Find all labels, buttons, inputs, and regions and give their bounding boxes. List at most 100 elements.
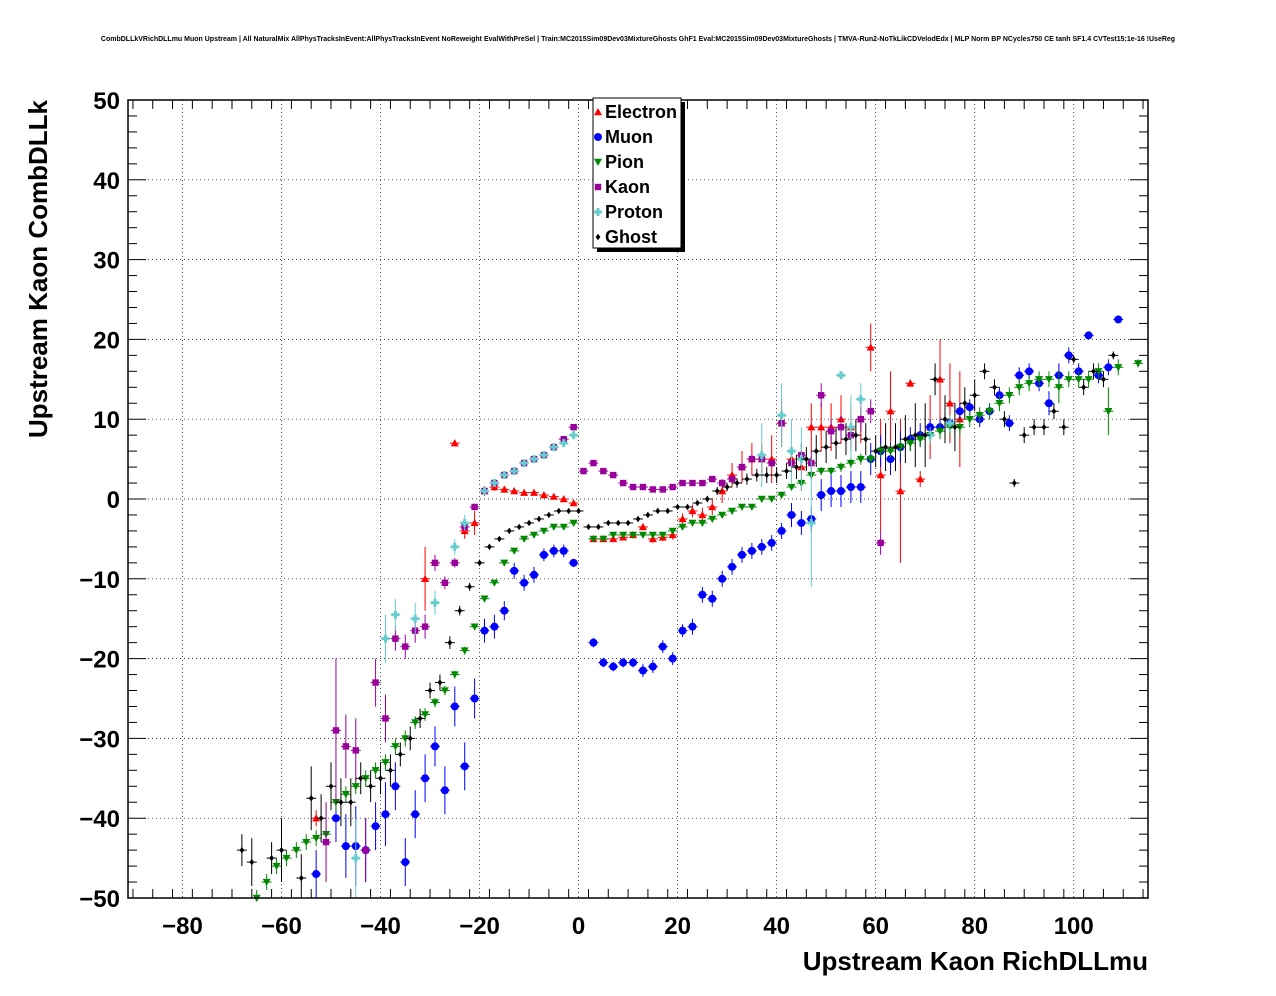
data-point bbox=[675, 503, 681, 511]
data-point bbox=[549, 492, 558, 500]
data-point bbox=[470, 694, 479, 703]
legend-label: Ghost bbox=[605, 227, 657, 247]
y-tick-label: −20 bbox=[79, 647, 120, 674]
data-point bbox=[430, 699, 439, 707]
data-series bbox=[236, 315, 1144, 902]
series-electron bbox=[311, 323, 965, 827]
data-point bbox=[556, 507, 562, 515]
data-point bbox=[391, 610, 400, 619]
data-point bbox=[397, 751, 403, 758]
data-point bbox=[460, 647, 469, 655]
data-point bbox=[440, 786, 449, 795]
x-tick-label: 40 bbox=[763, 913, 790, 940]
data-point bbox=[843, 435, 849, 443]
data-point bbox=[378, 775, 383, 782]
data-point bbox=[441, 579, 449, 586]
data-point bbox=[912, 431, 918, 439]
y-tick-label: −50 bbox=[79, 886, 120, 913]
data-point bbox=[688, 622, 697, 631]
data-point bbox=[371, 822, 380, 831]
data-point bbox=[1134, 360, 1143, 368]
data-point bbox=[450, 439, 459, 447]
data-point bbox=[827, 487, 836, 496]
data-point bbox=[589, 535, 598, 543]
data-point bbox=[817, 491, 826, 500]
x-tick-label: 0 bbox=[572, 913, 585, 940]
data-point bbox=[678, 514, 687, 523]
x-tick-label: −80 bbox=[162, 913, 203, 940]
data-point bbox=[1084, 376, 1093, 384]
data-point bbox=[945, 419, 954, 428]
data-point bbox=[539, 550, 548, 559]
data-point bbox=[447, 639, 453, 646]
data-point bbox=[1021, 431, 1027, 439]
data-point bbox=[639, 483, 647, 491]
y-tick-label: −30 bbox=[79, 726, 120, 753]
data-point bbox=[371, 767, 380, 775]
y-tick-label: 0 bbox=[107, 487, 120, 514]
data-point bbox=[516, 523, 522, 531]
data-point bbox=[886, 447, 895, 456]
data-point bbox=[530, 570, 539, 579]
data-point bbox=[863, 435, 869, 443]
data-point bbox=[480, 595, 489, 603]
data-point bbox=[658, 531, 667, 539]
y-tick-label: 20 bbox=[93, 327, 120, 354]
data-point bbox=[480, 487, 489, 496]
data-point bbox=[421, 574, 430, 582]
data-point bbox=[817, 423, 826, 431]
data-point bbox=[298, 874, 304, 882]
data-point bbox=[916, 435, 925, 444]
legend-marker bbox=[594, 108, 602, 116]
data-point bbox=[599, 535, 608, 543]
legend-label: Pion bbox=[605, 152, 644, 172]
data-point bbox=[846, 483, 855, 492]
data-point bbox=[457, 607, 463, 614]
data-point bbox=[648, 662, 657, 671]
legend-label: Kaon bbox=[605, 177, 650, 197]
data-point bbox=[1005, 419, 1014, 428]
data-point bbox=[549, 443, 558, 452]
data-point bbox=[496, 535, 502, 543]
data-point bbox=[520, 535, 529, 543]
data-point bbox=[368, 783, 374, 790]
data-point bbox=[322, 838, 330, 846]
data-point bbox=[440, 687, 449, 695]
data-point bbox=[846, 459, 855, 468]
data-point bbox=[866, 455, 875, 464]
data-point bbox=[526, 519, 532, 527]
data-point bbox=[490, 579, 499, 587]
data-point bbox=[965, 403, 974, 412]
data-point bbox=[1031, 423, 1037, 431]
data-point bbox=[777, 411, 786, 420]
data-point bbox=[658, 642, 667, 651]
data-point bbox=[777, 526, 786, 535]
data-point bbox=[668, 527, 677, 535]
data-point bbox=[520, 459, 529, 468]
legend-marker bbox=[594, 183, 602, 191]
data-point bbox=[952, 423, 958, 431]
data-point bbox=[1015, 371, 1024, 380]
data-point bbox=[470, 623, 479, 631]
data-point bbox=[827, 467, 836, 476]
data-point bbox=[392, 635, 399, 642]
data-point bbox=[695, 499, 700, 507]
data-point bbox=[460, 518, 469, 527]
data-point bbox=[629, 531, 638, 539]
chart-title: CombDLLkVRichDLLmu Muon Upstream | All N… bbox=[100, 36, 1176, 43]
data-point bbox=[411, 810, 420, 819]
data-point bbox=[599, 658, 608, 667]
data-point bbox=[536, 515, 542, 523]
data-point bbox=[576, 507, 581, 515]
data-point bbox=[388, 767, 393, 774]
data-point bbox=[698, 519, 707, 527]
data-point bbox=[699, 479, 706, 487]
data-point bbox=[352, 747, 359, 754]
data-point bbox=[1101, 376, 1106, 383]
data-point bbox=[338, 799, 344, 806]
legend-label: Muon bbox=[605, 127, 653, 147]
data-point bbox=[1005, 392, 1014, 400]
data-point bbox=[437, 679, 443, 686]
data-point bbox=[351, 783, 360, 791]
x-tick-label: 20 bbox=[664, 913, 691, 940]
